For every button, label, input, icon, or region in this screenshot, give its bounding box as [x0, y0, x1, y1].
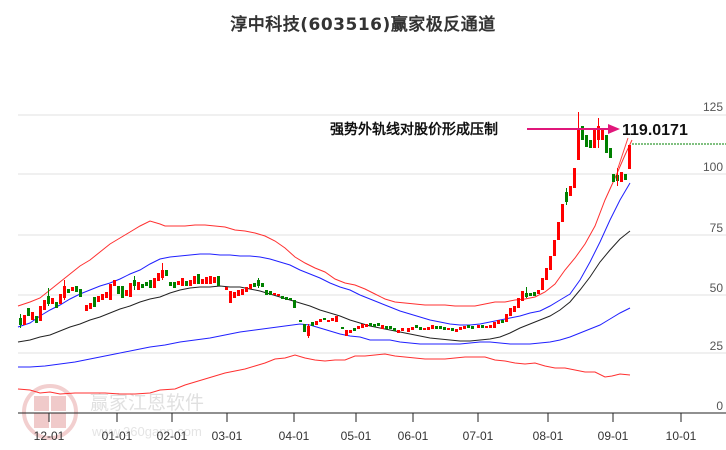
x-tick-label: 01-01: [102, 429, 133, 443]
x-tick-label: 06-01: [398, 429, 429, 443]
chart-title: 淳中科技(603516)赢家极反通道: [230, 15, 496, 35]
x-tick-label: 12-01: [34, 429, 65, 443]
x-axis: 12-01 01-01 02-01 03-01 04-01 05-01 06-0…: [18, 412, 726, 443]
watermark-brand: 赢家江恩软件: [90, 392, 204, 414]
y-tick-25: 25: [710, 339, 724, 353]
x-tick-label: 09-01: [598, 429, 629, 443]
x-tick-label: 07-01: [463, 429, 494, 443]
y-tick-0: 0: [716, 399, 723, 413]
outer-upper-band: [17, 139, 633, 307]
arrow-head-icon: [608, 124, 620, 134]
inner-upper-band: [17, 182, 631, 328]
y-tick-125: 125: [703, 100, 723, 114]
inner-lower-band: [18, 307, 631, 368]
outer-lower-band: [17, 353, 631, 395]
annotation: 强势外轨线对股价形成压制 119.0171: [330, 121, 688, 139]
watermark-url: www.360gann.com: [91, 424, 202, 439]
pointer-line: [617, 137, 629, 169]
x-tick-label: 08-01: [533, 429, 564, 443]
watermark: 赢家江恩软件 www.360gann.com: [22, 384, 204, 440]
x-tick-label: 02-01: [157, 429, 188, 443]
y-axis: 125 100 75 50 25 0: [703, 100, 723, 413]
x-tick-label: 03-01: [212, 429, 243, 443]
x-tick-label: 04-01: [279, 429, 310, 443]
annotation-value: 119.0171: [622, 122, 688, 139]
candlesticks: [19, 112, 631, 338]
y-tick-50: 50: [710, 281, 724, 295]
x-tick-label: 10-01: [666, 429, 697, 443]
y-tick-75: 75: [710, 221, 724, 235]
x-tick-label: 05-01: [341, 429, 372, 443]
annotation-text: 强势外轨线对股价形成压制: [330, 121, 498, 138]
middle-line: [17, 230, 631, 343]
y-tick-100: 100: [703, 160, 723, 174]
grid-lines: [18, 114, 726, 354]
